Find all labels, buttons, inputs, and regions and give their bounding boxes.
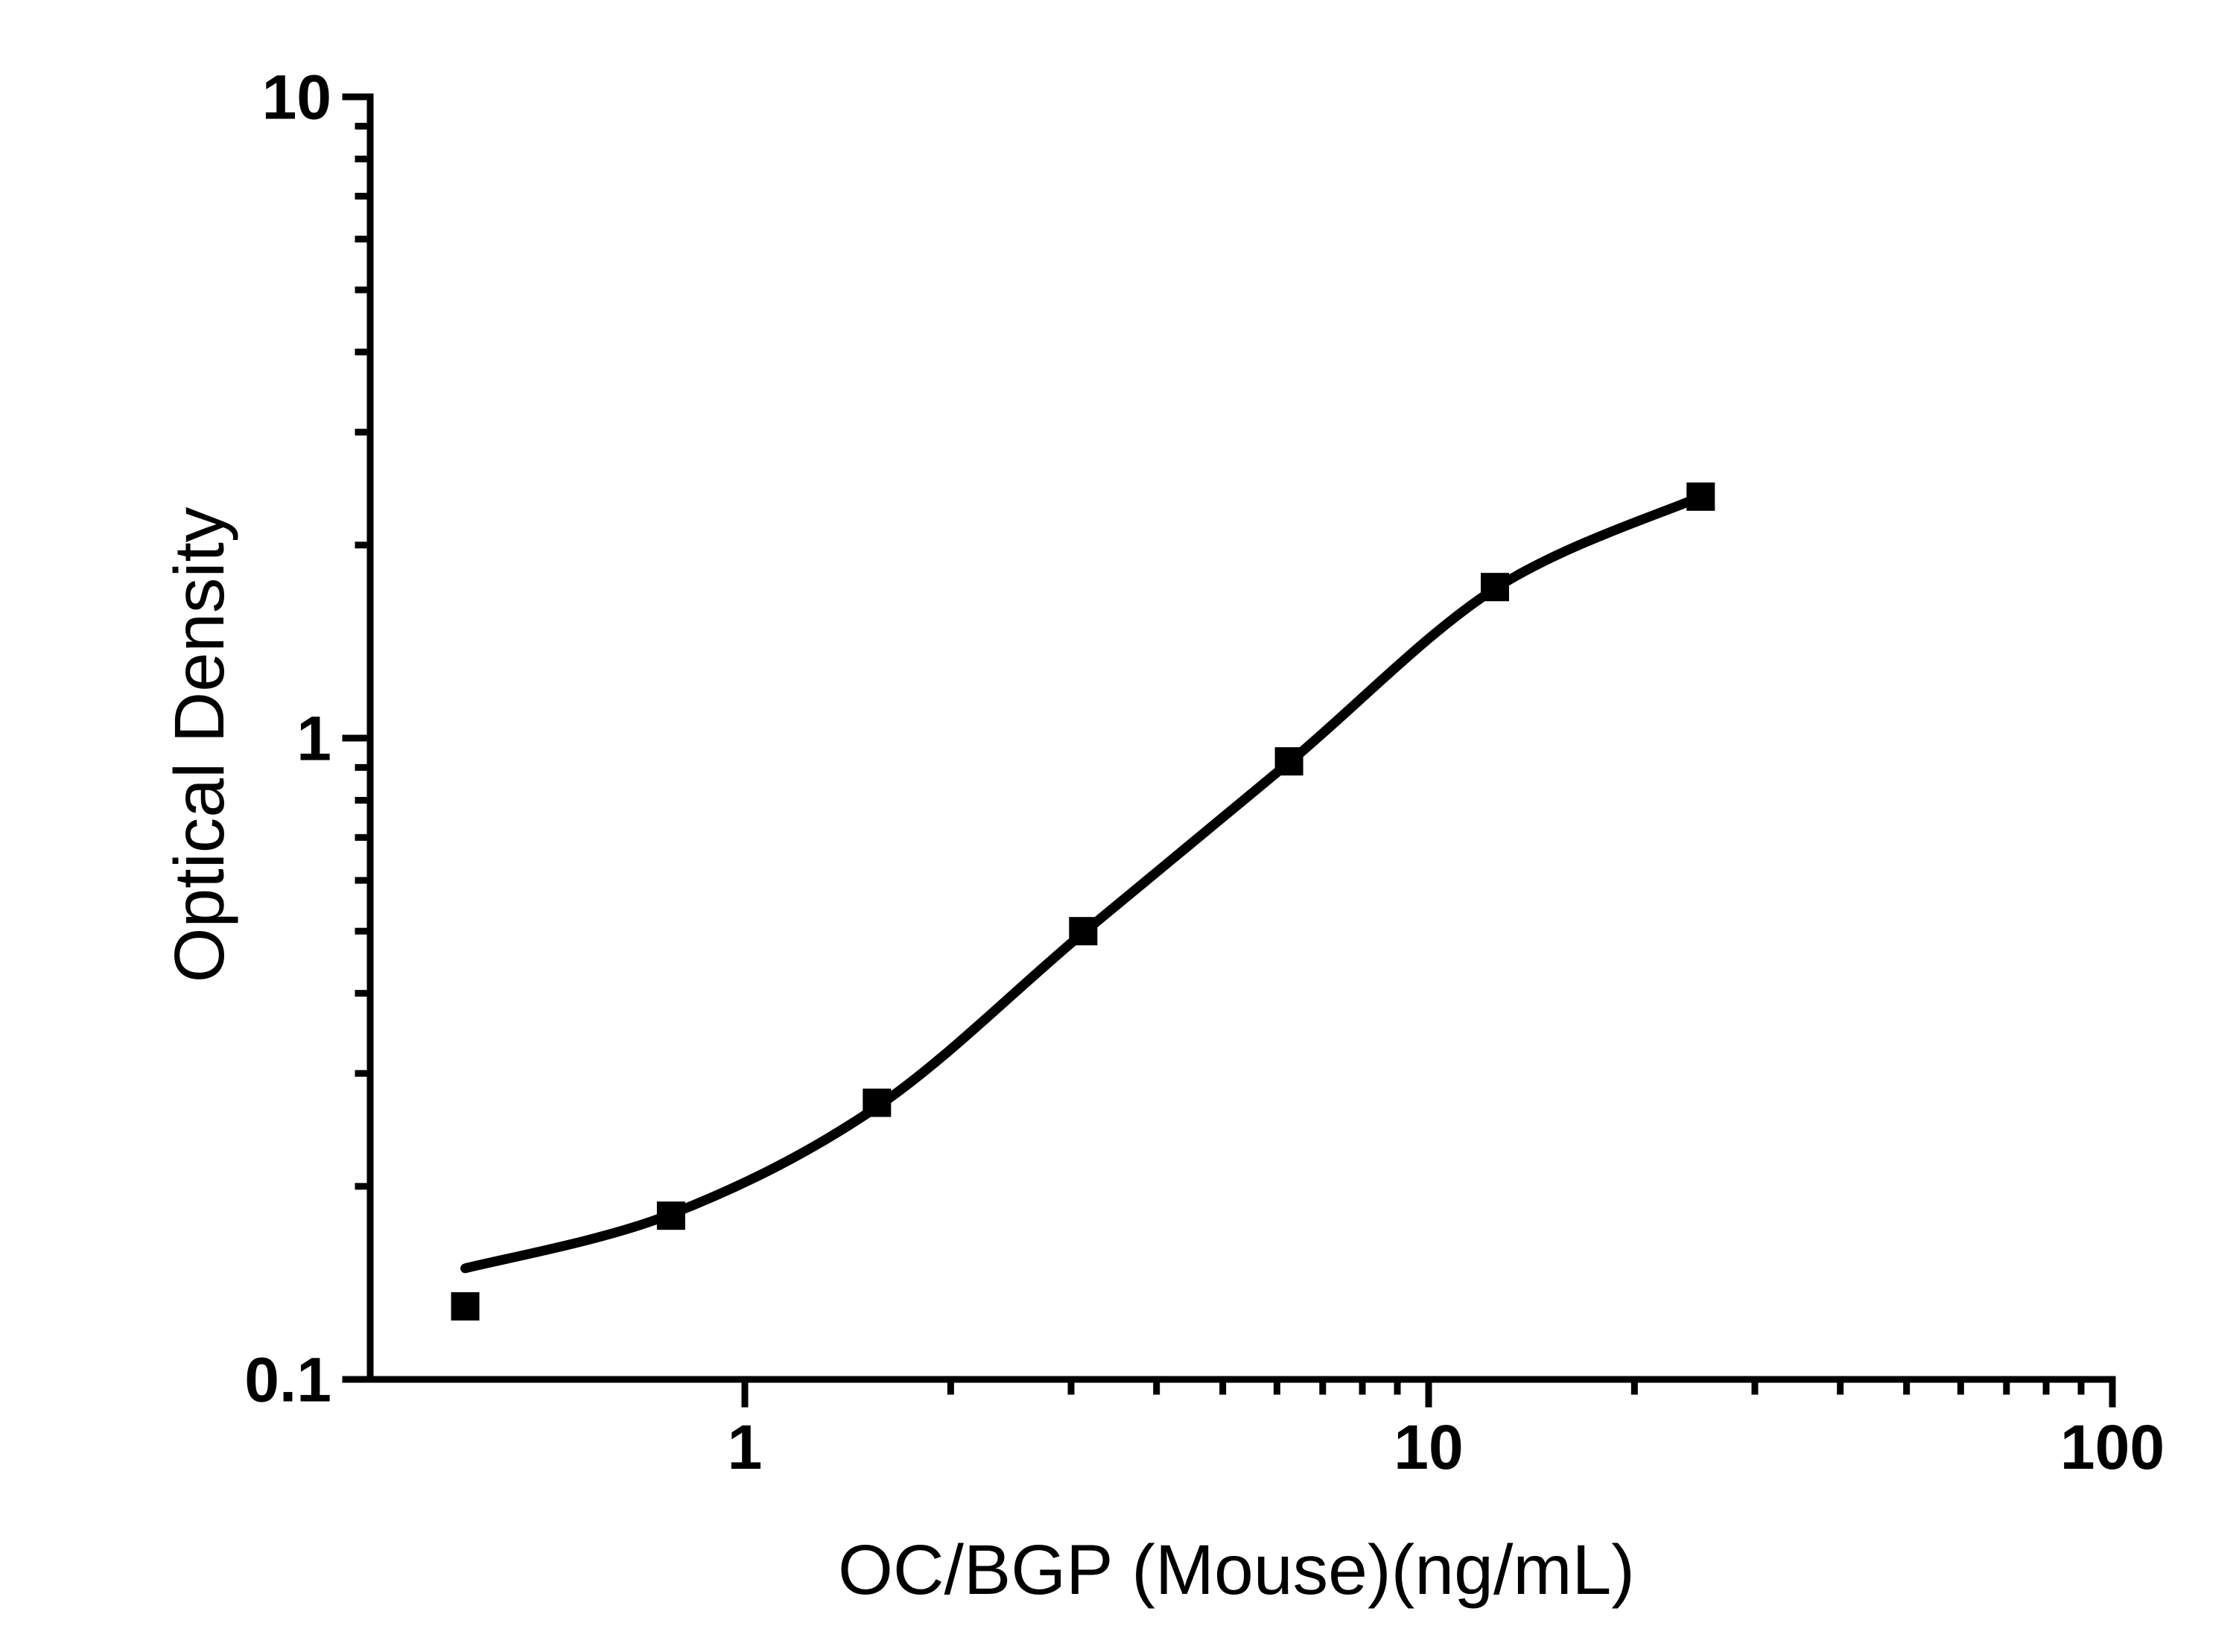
y-axis-title: Optical Density (160, 506, 239, 982)
data-point-marker (1274, 747, 1303, 776)
x-axis-title: OC/BGP (Mouse)(ng/mL) (838, 1531, 1635, 1610)
data-point-marker (1686, 482, 1715, 511)
y-tick-label: 1 (296, 703, 331, 773)
data-point-marker (656, 1201, 685, 1230)
data-point-marker (863, 1088, 892, 1117)
x-tick-label: 100 (2060, 1412, 2165, 1482)
data-point-marker (451, 1292, 480, 1321)
data-point-marker (1481, 573, 1509, 602)
x-tick-label: 1 (728, 1412, 763, 1482)
y-tick-label: 10 (262, 62, 331, 132)
fit-curve-line (460, 492, 1706, 1274)
y-tick-label: 0.1 (244, 1344, 331, 1414)
data-point-marker (1069, 917, 1098, 946)
x-tick-label: 10 (1394, 1412, 1463, 1482)
